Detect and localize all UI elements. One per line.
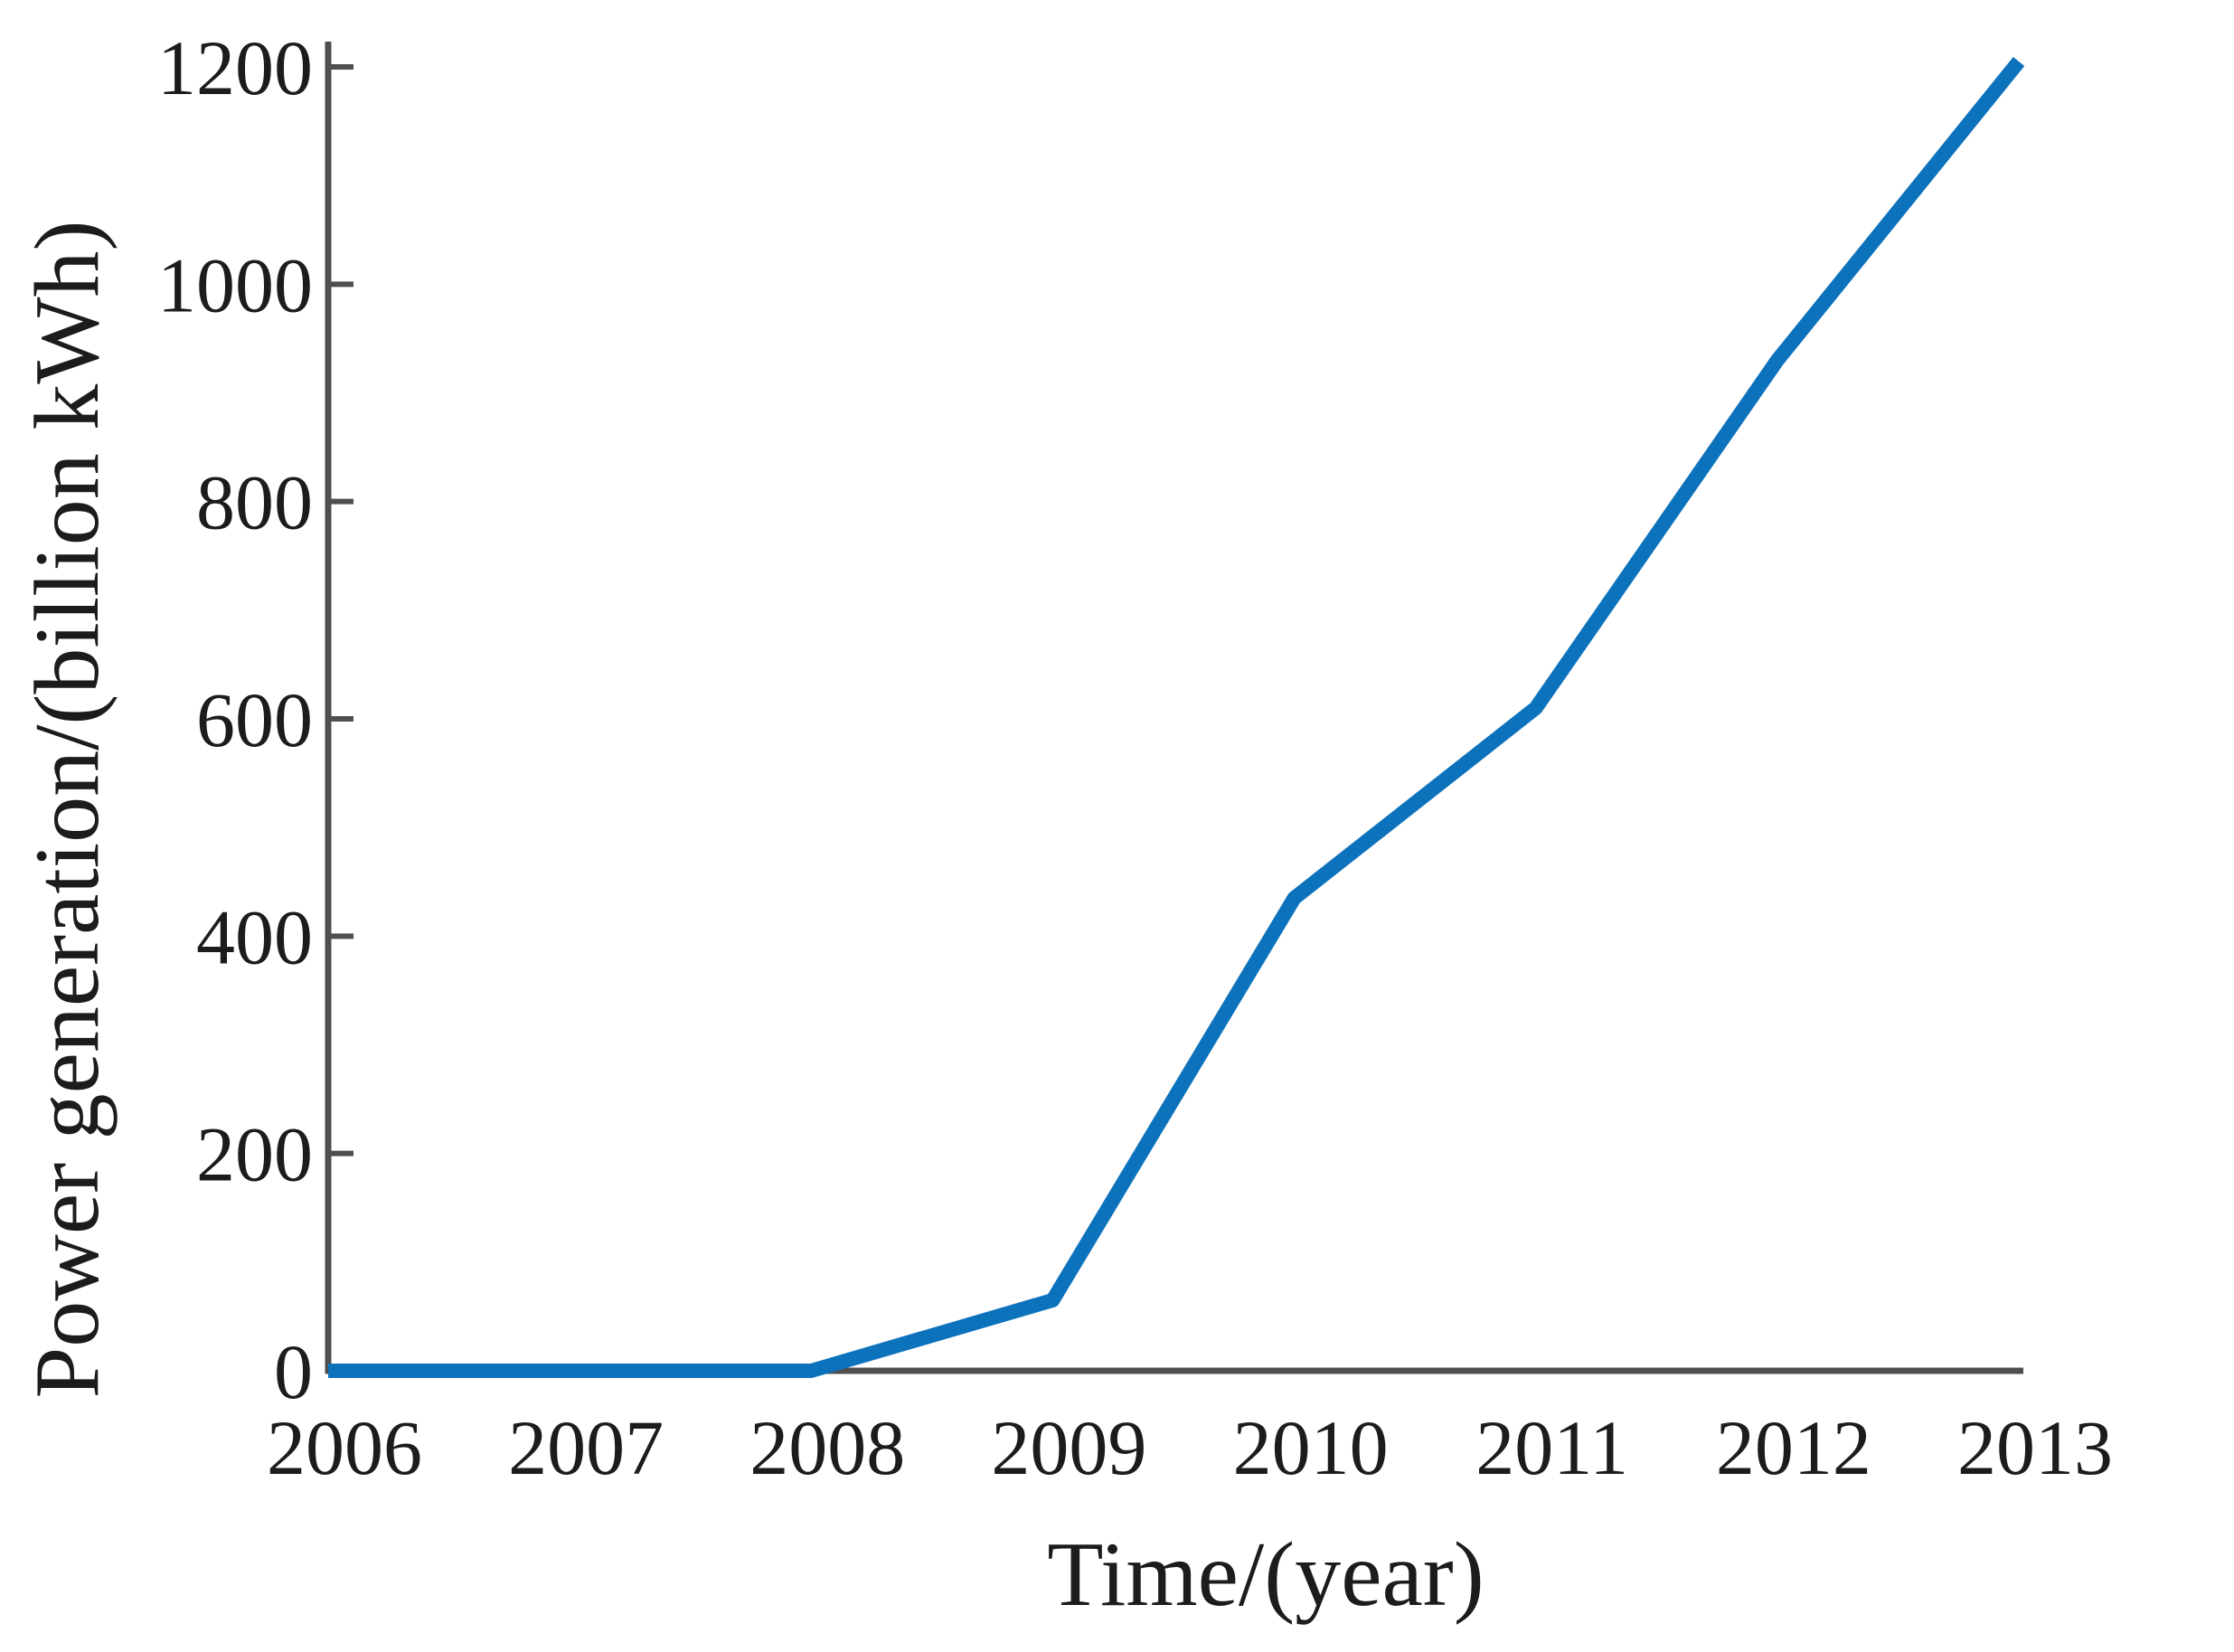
power-generation-series-line — [328, 56, 2025, 1378]
y-axis-tick-labels: 0 200 400 600 800 1000 1200 — [157, 24, 313, 1415]
y-tick-label: 200 — [196, 1111, 313, 1198]
x-tick-label: 2012 — [1716, 1404, 1871, 1491]
x-tick-label: 2009 — [991, 1404, 1146, 1491]
y-tick-label: 1000 — [157, 241, 313, 328]
x-tick-label: 2010 — [1233, 1404, 1389, 1491]
y-tick-label: 0 — [274, 1328, 313, 1415]
y-tick-label: 1200 — [157, 24, 313, 111]
x-tick-label: 2006 — [267, 1404, 422, 1491]
x-tick-label: 2008 — [749, 1404, 905, 1491]
y-axis-title: Power generation/(billion kWh) — [16, 221, 118, 1399]
x-axis-title: Time/(year) — [1047, 1524, 1484, 1626]
y-tick-label: 400 — [196, 893, 313, 980]
x-axis-tick-labels: 2006 2007 2008 2009 2010 2011 2012 2013 — [267, 1404, 2113, 1491]
x-tick-label: 2011 — [1475, 1404, 1628, 1491]
y-axis-ticks — [328, 64, 353, 1374]
y-tick-label: 600 — [196, 676, 313, 763]
y-tick-label: 800 — [196, 459, 313, 546]
x-tick-label: 2007 — [508, 1404, 664, 1491]
x-tick-label: 2013 — [1957, 1404, 2113, 1491]
